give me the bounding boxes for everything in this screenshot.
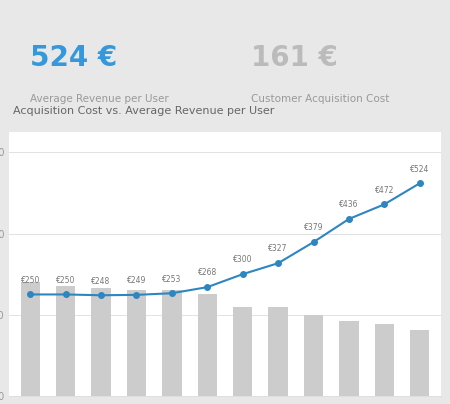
Bar xyxy=(339,321,359,396)
Text: €250: €250 xyxy=(56,276,75,285)
Text: 161 €: 161 € xyxy=(251,44,338,72)
Text: €249: €249 xyxy=(127,276,146,285)
Bar xyxy=(91,288,111,396)
Text: Customer Acquisition Cost: Customer Acquisition Cost xyxy=(251,94,389,104)
Text: €253: €253 xyxy=(162,274,181,284)
Bar xyxy=(268,307,288,396)
Bar xyxy=(374,324,394,396)
Text: €472: €472 xyxy=(375,185,394,195)
Bar xyxy=(304,315,323,396)
Bar xyxy=(162,290,182,396)
Text: €300: €300 xyxy=(233,255,252,265)
Text: 524 €: 524 € xyxy=(30,44,117,72)
Bar xyxy=(21,282,40,396)
Text: €248: €248 xyxy=(91,277,111,286)
Bar xyxy=(56,286,76,396)
Bar xyxy=(198,295,217,396)
Text: €436: €436 xyxy=(339,200,359,209)
Text: €524: €524 xyxy=(410,164,429,174)
Bar xyxy=(410,330,429,396)
Text: Average Revenue per User: Average Revenue per User xyxy=(30,94,169,104)
Bar xyxy=(233,307,252,396)
Text: €327: €327 xyxy=(269,244,288,253)
Text: €379: €379 xyxy=(304,223,323,232)
Text: €268: €268 xyxy=(198,268,217,278)
Text: Acquisition Cost vs. Average Revenue per User: Acquisition Cost vs. Average Revenue per… xyxy=(14,106,274,116)
Bar xyxy=(127,290,146,396)
Text: €250: €250 xyxy=(21,276,40,285)
